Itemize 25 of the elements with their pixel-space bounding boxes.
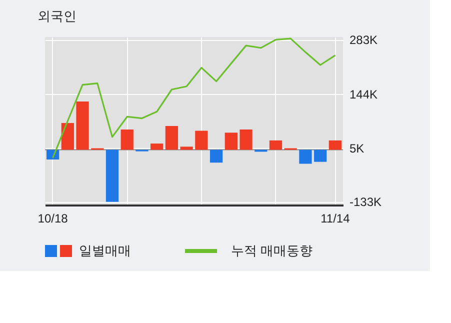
chart-title: 외국인 [37,8,76,24]
y-tick-label: 144K [350,87,378,102]
line-series [52,38,336,159]
bar [224,132,238,150]
x-tick-label: 10/18 [38,212,68,226]
y-tick-label: -133K [350,195,382,209]
bar [76,102,89,150]
bar [269,140,282,150]
bar [314,150,327,162]
y-tick-label: 283K [350,33,378,48]
bar [328,140,342,150]
y-tick-label: 5K [350,141,364,156]
legend-label: 누적 매매동향 [231,243,313,258]
bar [210,150,223,163]
bar [150,144,164,150]
bar [195,130,208,150]
bar [299,150,312,164]
x-tick-label: 11/14 [320,212,350,226]
bar [106,150,119,202]
bar [120,130,134,150]
legend-label: 일별매매 [79,243,131,258]
bar [180,146,193,150]
bar [240,130,252,150]
bar [61,122,74,150]
bar [165,126,178,150]
